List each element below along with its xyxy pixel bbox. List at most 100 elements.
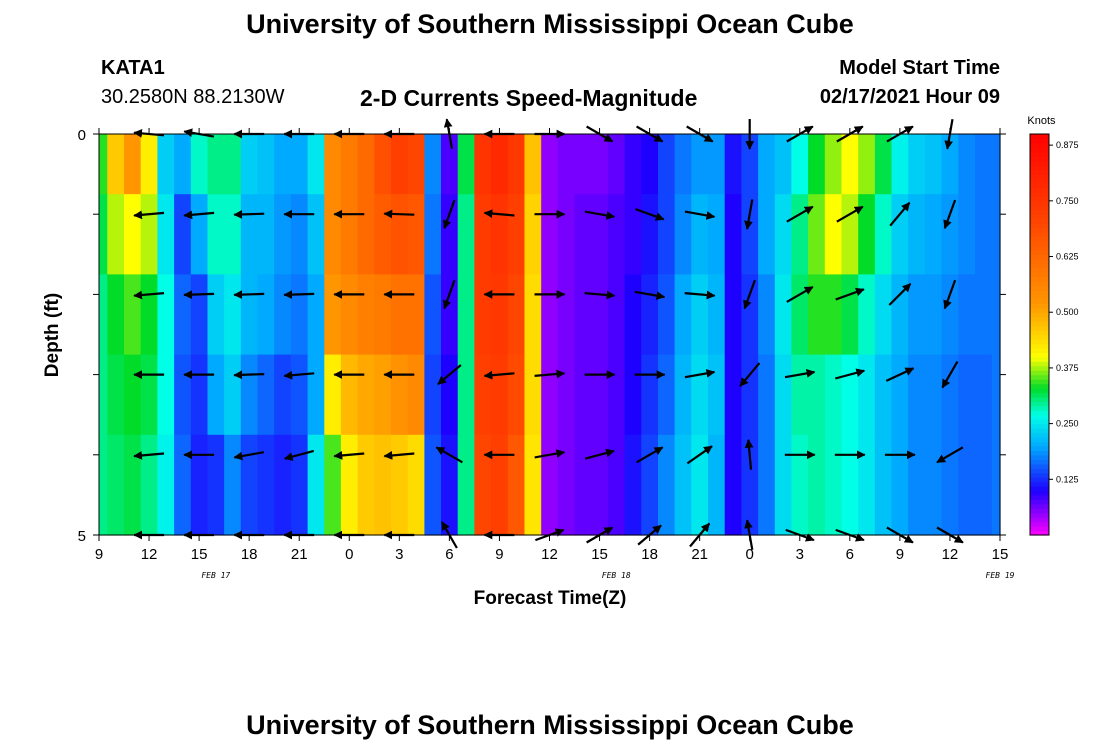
- current-vector-arrow: [183, 290, 215, 300]
- heatmap-cell: [774, 274, 793, 356]
- heatmap-cell: [841, 354, 859, 436]
- heatmap-cell: [491, 434, 509, 536]
- heatmap-cell: [240, 134, 259, 195]
- x-tick-label: 6: [846, 546, 854, 563]
- heatmap-cell: [824, 194, 843, 275]
- current-vector-arrow: [233, 370, 265, 380]
- colorbar-swatch: [1030, 196, 1049, 202]
- heatmap-cell: [908, 434, 926, 536]
- heatmap-cell: [307, 134, 325, 195]
- heatmap-cell: [324, 134, 342, 195]
- heatmap-cell: [207, 434, 225, 536]
- heatmap-cell: [274, 354, 292, 436]
- colorbar-swatch: [1030, 432, 1049, 438]
- heatmap-cell: [307, 354, 325, 436]
- colorbar-tick-label: 0.500: [1056, 307, 1079, 317]
- heatmap-cell: [607, 134, 626, 195]
- heatmap-cell: [274, 434, 292, 536]
- colorbar-swatch: [1030, 486, 1049, 492]
- heatmap-cell: [891, 274, 909, 356]
- heatmap-cell: [207, 354, 225, 436]
- heatmap-cell: [674, 354, 692, 436]
- colorbar-swatch: [1030, 312, 1049, 318]
- heatmap-cell: [891, 434, 909, 536]
- heatmap-cell: [674, 194, 692, 275]
- colorbar-swatch: [1030, 410, 1049, 416]
- heatmap-cell: [574, 354, 592, 436]
- heatmap-cell: [874, 134, 893, 195]
- heatmap-cell: [491, 354, 509, 436]
- x-tick-label: 9: [896, 546, 904, 563]
- heatmap-cell: [407, 434, 425, 536]
- heatmap-cell: [641, 434, 659, 536]
- heatmap-cell: [174, 134, 192, 195]
- colorbar-swatch: [1030, 174, 1049, 180]
- current-vector-arrow: [684, 290, 716, 300]
- heatmap-cell: [958, 434, 976, 536]
- current-vector-arrow: [686, 445, 713, 465]
- heatmap-cell: [224, 274, 242, 356]
- heatmap-cell: [891, 354, 909, 436]
- colorbar-swatch: [1030, 428, 1049, 434]
- colorbar-swatch: [1030, 227, 1049, 233]
- heatmap-cell: [474, 194, 492, 275]
- heatmap-cell: [224, 194, 242, 275]
- heatmap-cell: [607, 434, 626, 536]
- heatmap-cell: [441, 354, 459, 436]
- current-vector-arrow: [744, 439, 754, 470]
- heatmap-cell: [691, 134, 709, 195]
- heatmap-cell: [157, 274, 175, 356]
- current-vector-arrow: [133, 210, 165, 220]
- heatmap-cell: [574, 274, 592, 356]
- heatmap-cell: [641, 354, 659, 436]
- heatmap-cell: [374, 194, 392, 275]
- model-start-label: Model Start Time: [839, 57, 1000, 79]
- heatmap-cell: [290, 194, 309, 275]
- colorbar-swatch: [1030, 294, 1049, 300]
- x-tick-label: 6: [445, 546, 453, 563]
- colorbar-swatch: [1030, 138, 1049, 144]
- current-vector-arrow: [233, 210, 265, 219]
- current-vector-arrow: [885, 367, 915, 382]
- heatmap-cell: [207, 134, 225, 195]
- colorbar-swatch: [1030, 454, 1049, 460]
- x-tick-label: 15: [591, 546, 608, 563]
- colorbar-swatch: [1030, 383, 1049, 389]
- heatmap-cell: [741, 434, 759, 536]
- heatmap-cell: [491, 134, 509, 195]
- colorbar-swatch: [1030, 276, 1049, 282]
- colorbar-swatch: [1030, 200, 1049, 206]
- colorbar-tick-label: 0.125: [1056, 474, 1079, 484]
- colorbar-tick-label: 0.875: [1056, 140, 1079, 150]
- colorbar-swatch: [1030, 325, 1049, 331]
- heatmap-cell: [908, 194, 926, 275]
- heatmap-cell: [975, 194, 993, 275]
- heatmap-cell: [975, 354, 993, 436]
- heatmap-cell: [290, 134, 309, 195]
- heatmap-cell: [941, 274, 959, 356]
- heatmap-cell: [190, 134, 209, 195]
- heatmap-cell: [924, 274, 943, 356]
- heatmap-cell: [324, 434, 342, 536]
- colorbar-swatch: [1030, 240, 1049, 246]
- heatmap-cell: [691, 194, 709, 275]
- current-vector-arrow: [684, 369, 716, 379]
- heatmap-cell: [307, 274, 325, 356]
- current-vector-arrow: [744, 199, 754, 230]
- x-tick-label: 3: [796, 546, 804, 563]
- colorbar-swatch: [1030, 526, 1049, 532]
- heatmap-cell: [724, 134, 742, 195]
- heatmap-cell: [207, 274, 225, 356]
- heatmap-cell: [290, 434, 309, 536]
- heatmap-cell: [607, 274, 626, 356]
- chart-axes: 9 12 15 18 21 0 3 6 9 12 15 18 21 0 3 6 9 12 15 FEB 17 FEB 1…: [78, 127, 1015, 580]
- heatmap-cell: [174, 274, 192, 356]
- current-vector-arrow: [835, 287, 865, 301]
- current-vector-arrow: [941, 361, 959, 389]
- current-vector-arrow: [888, 283, 912, 306]
- colorbar-swatch: [1030, 477, 1049, 483]
- heatmap-cell: [107, 354, 125, 436]
- heatmap-cell: [107, 434, 125, 536]
- heatmap-cell: [841, 274, 859, 356]
